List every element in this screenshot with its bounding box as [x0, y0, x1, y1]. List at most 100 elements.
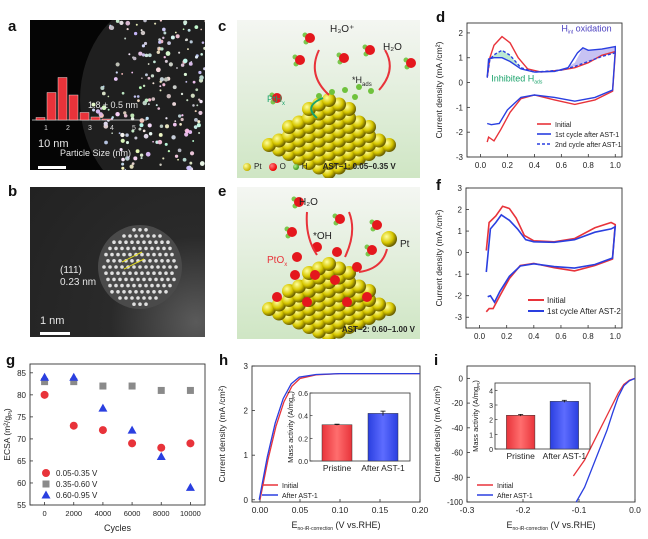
- atom-column: [108, 246, 112, 251]
- nanoparticle: [165, 51, 171, 56]
- h-atom-icon: [292, 163, 299, 170]
- nanoparticle: [121, 157, 125, 162]
- atom-column: [166, 240, 170, 244]
- inhibited-hads-annotation: Inhibited Hads: [491, 73, 543, 85]
- hint-oxidation-annotation: Hint oxidation: [561, 24, 611, 36]
- atom-column: [118, 296, 122, 300]
- nanoparticle: [121, 166, 125, 170]
- plot-frame: [465, 187, 623, 329]
- histogram-bar: [46, 92, 57, 121]
- nanoparticle: [174, 31, 177, 34]
- atom-column: [128, 234, 132, 238]
- x-tick-label: 0.6: [556, 161, 568, 170]
- cv-curve-3: [486, 49, 616, 78]
- atom-column: [144, 246, 148, 251]
- o-atom: [305, 33, 315, 43]
- polarization-curve-2: [258, 372, 420, 500]
- atom-column: [152, 290, 156, 294]
- chart-h: h 0.00 0.05 0.10 0.15 0.20 0 1 2 3 Eno-iR-correcti…: [217, 352, 429, 532]
- h2o-label-e: H₂O: [299, 197, 318, 208]
- data-point: [157, 443, 166, 452]
- atom-column: [134, 290, 138, 294]
- o-atom: [294, 197, 304, 207]
- pto-label: PtOx: [267, 255, 287, 268]
- atom-column: [132, 283, 136, 288]
- nanoparticle: [183, 20, 188, 25]
- stem-image-a: 1 2 3 4 5 1.8 ± 0.5 nm Particle Size (nm) 10…: [30, 20, 205, 170]
- mass-activity-bar: [321, 424, 353, 462]
- legend-label: 2nd cycle after AST-1: [555, 142, 622, 149]
- nanoparticle: [189, 161, 193, 165]
- oxide-o-atom: [342, 297, 352, 307]
- atom-column: [116, 271, 120, 275]
- atom-column: [164, 290, 168, 294]
- schematic-c: H₃O⁺ H₂O *Hads PtHx Pt O H AST−1: 0.05–0…: [237, 20, 420, 178]
- nanoparticle: [155, 67, 161, 73]
- x-tick-label: 6000: [124, 509, 141, 518]
- x-axis-label: Eno-iR-correction (V vs.RHE): [506, 520, 595, 532]
- y-axis-label: Current density (mA /cm²): [434, 41, 444, 138]
- data-point: [41, 490, 51, 499]
- nanoparticle: [162, 83, 166, 87]
- histogram-xlabel: Particle Size (nm): [60, 148, 132, 158]
- atom-column: [144, 283, 148, 288]
- oxide-o-atom: [290, 270, 300, 280]
- nanoparticle: [113, 77, 118, 81]
- chart-d: d0.00.20.40.60.81.0-3-2-1012Eno iR corre…: [434, 9, 623, 170]
- nanoparticle: [123, 114, 128, 118]
- atom-column: [124, 240, 128, 244]
- inset-y-tick-label: 1: [489, 432, 493, 439]
- nanoparticle: [177, 148, 182, 153]
- panel-label: d: [436, 9, 445, 26]
- atom-column: [170, 252, 174, 257]
- nanoparticle: [143, 20, 147, 23]
- atom-column: [158, 234, 162, 238]
- nanoparticle: [142, 84, 146, 88]
- y-tick-label: 55: [17, 501, 26, 510]
- panel-label: f: [436, 177, 442, 194]
- atom-column: [144, 265, 148, 269]
- nanoparticle: [194, 25, 199, 29]
- nanoparticle: [193, 125, 198, 129]
- atom-column: [166, 277, 170, 282]
- atom-column: [134, 271, 138, 275]
- atom-column: [158, 271, 162, 275]
- nanoparticle: [167, 149, 171, 153]
- x-tick-label: -0.2: [516, 505, 531, 515]
- nanoparticle: [163, 31, 167, 35]
- atom-column: [154, 240, 158, 244]
- atom-column: [156, 246, 160, 251]
- legend-c: Pt O H AST−1: 0.05–0.35 V: [243, 162, 396, 171]
- pt-atom: [322, 93, 336, 107]
- nanoparticle: [107, 95, 110, 98]
- data-point: [186, 439, 195, 448]
- o-atom: [295, 55, 305, 65]
- nanoparticle: [103, 121, 108, 126]
- atom-column: [110, 271, 114, 275]
- nanoparticle: [111, 132, 113, 135]
- nanoparticle: [119, 20, 124, 25]
- atom-column: [112, 277, 116, 282]
- x-tick-label: 0.10: [332, 505, 349, 515]
- pthx-label: PtHx: [267, 94, 285, 107]
- atom-column: [130, 240, 134, 244]
- data-point: [157, 386, 165, 394]
- h-atom: [368, 88, 374, 94]
- nanoparticle: [167, 41, 171, 46]
- inset-y-tick-label: 0.0: [298, 459, 308, 466]
- inset-y-tick-label: 0: [489, 447, 493, 454]
- x-tick-label: 10000: [180, 509, 201, 518]
- nanoparticle: [132, 56, 137, 61]
- atom-column: [146, 290, 150, 294]
- x-tick-label: 2000: [65, 509, 82, 518]
- atom-column: [154, 277, 158, 282]
- y-tick-label: -1: [455, 270, 463, 279]
- nanoparticle: [157, 107, 161, 110]
- data-point: [42, 480, 50, 488]
- inset-y-axis-label: Mass activity (A/mgPt): [286, 391, 296, 463]
- nanoparticle: [200, 28, 203, 31]
- nanoparticle: [145, 116, 149, 121]
- atom-column: [124, 296, 128, 300]
- y-tick-label: 0: [458, 249, 463, 258]
- inset-y-tick-label: 4: [489, 388, 493, 395]
